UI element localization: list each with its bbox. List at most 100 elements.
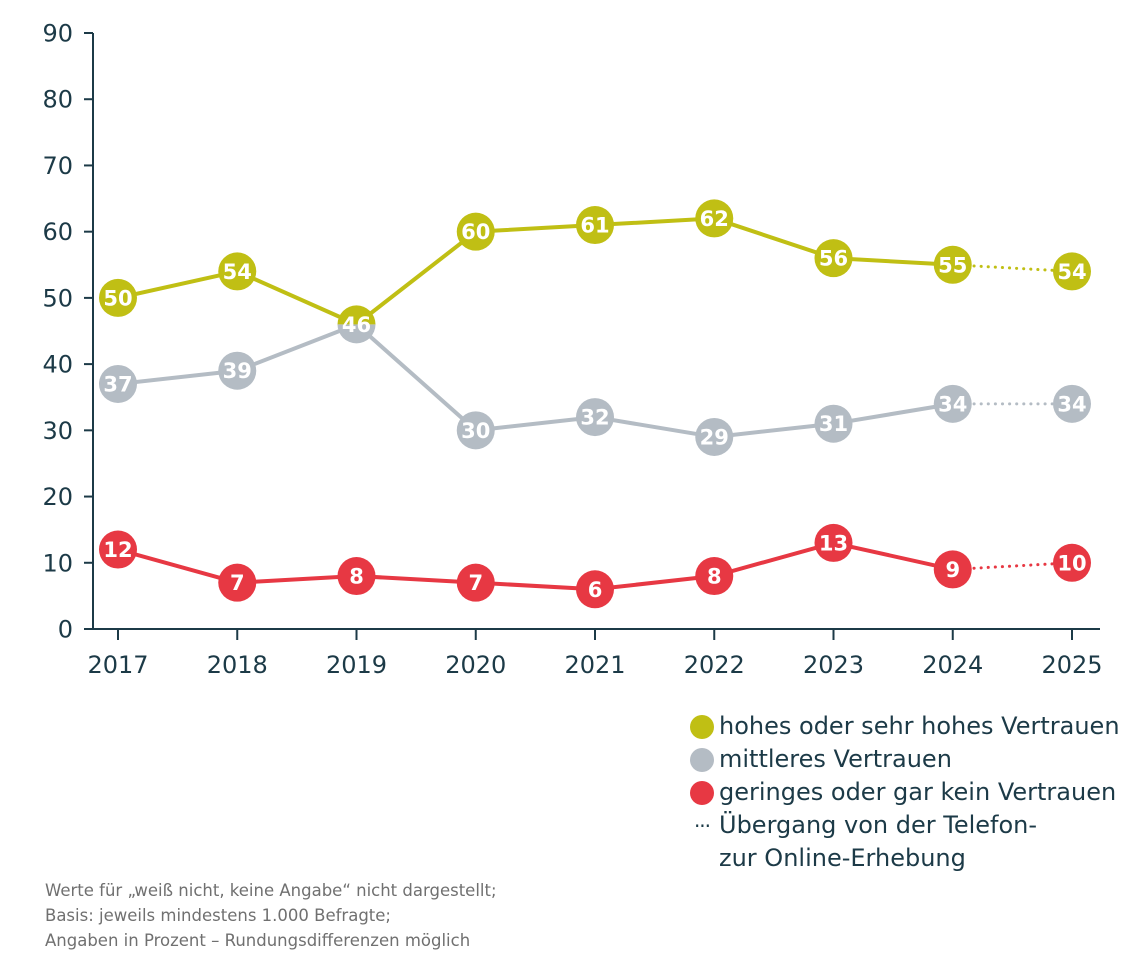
data-label: 12 <box>103 538 132 562</box>
data-label: 30 <box>461 419 490 443</box>
line-segment <box>593 574 717 592</box>
line-segment <box>235 269 359 327</box>
data-point-marker <box>337 324 376 344</box>
line-segment <box>354 229 478 327</box>
x-tick-label: 2021 <box>564 651 625 679</box>
data-label: 34 <box>1057 392 1086 416</box>
data-point-marker <box>695 557 734 596</box>
data-point-marker <box>576 206 614 245</box>
footnote-line-1: Werte für „weiß nicht, keine Angabe“ nic… <box>45 881 497 900</box>
legend-item-medium: mittleres Vertrauen <box>690 743 1120 776</box>
line-segment <box>593 415 717 439</box>
y-tick-label: 0 <box>58 616 73 644</box>
data-label: 7 <box>468 571 483 595</box>
data-label: 39 <box>223 359 252 383</box>
x-tick-label: 2019 <box>326 651 387 679</box>
line-segment <box>116 547 240 585</box>
footnote: Werte für „weiß nicht, keine Angabe“ nic… <box>45 878 497 953</box>
y-tick-label: 60 <box>42 218 73 246</box>
data-point-marker <box>933 384 972 423</box>
y-tick-label: 50 <box>42 284 73 312</box>
y-tick-label: 70 <box>42 152 73 180</box>
line-segment <box>831 256 955 267</box>
data-label: 6 <box>588 578 603 602</box>
data-label: 9 <box>945 558 960 582</box>
dotted-line-icon: ··· <box>693 813 711 838</box>
data-point-marker <box>456 411 495 450</box>
data-point-marker <box>1053 543 1091 582</box>
line-segment <box>473 415 597 433</box>
x-tick-label: 2024 <box>922 651 983 679</box>
legend-label-high: hohes oder sehr hohes Vertrauen <box>719 712 1120 740</box>
legend-label-dotted-line1: Übergang von der Telefon- <box>719 811 1038 839</box>
data-point-marker <box>1053 384 1091 423</box>
data-point-marker <box>218 563 257 602</box>
x-tick-label: 2018 <box>207 651 268 679</box>
data-label: 7 <box>230 571 245 595</box>
line-segment <box>354 574 478 585</box>
line-segment <box>235 574 359 585</box>
line-segment <box>831 540 955 572</box>
data-point-marker <box>99 278 137 317</box>
line-segment <box>473 580 597 592</box>
data-label: 10 <box>1057 551 1086 575</box>
legend-label-low: geringes oder gar kein Vertrauen <box>719 778 1117 806</box>
legend-label-medium: mittleres Vertrauen <box>719 745 952 773</box>
series-lines <box>116 216 1074 592</box>
data-label: 13 <box>819 531 848 555</box>
legend: hohes oder sehr hohes Vertrauen mittlere… <box>690 710 1120 875</box>
data-point-marker <box>218 351 257 390</box>
line-segment <box>593 216 717 228</box>
legend-marker-low-icon <box>690 780 714 805</box>
data-label: 61 <box>580 214 609 238</box>
line-chart: 0 10 20 30 40 50 60 70 80 90 2017 2018 2019 2020 2021 2… <box>42 20 1102 680</box>
data-label: 32 <box>580 406 609 430</box>
data-label: 54 <box>1057 260 1086 284</box>
axes: 0 10 20 30 40 50 60 70 80 90 2017 2018 2019 2020 2021 2… <box>42 20 1102 680</box>
data-point-marker <box>933 245 972 284</box>
data-label: 54 <box>223 260 252 284</box>
x-tick-label: 2017 <box>87 651 148 679</box>
series-points: 50 54 46 60 61 62 56 55 54 37 39 30 32 29 31 34 34 12 7 8 7 6… <box>99 199 1091 609</box>
data-label: 62 <box>700 207 729 231</box>
dotted-segment <box>951 263 1074 273</box>
line-segment <box>831 401 955 426</box>
data-label: 8 <box>707 565 722 589</box>
y-tick-label: 20 <box>42 483 73 511</box>
y-tick-label: 30 <box>42 417 73 445</box>
line-segment <box>712 540 836 579</box>
data-point-marker <box>337 557 376 596</box>
footnote-line-2: Basis: jeweils mindestens 1.000 Befragte… <box>45 906 391 925</box>
data-point-marker <box>218 252 257 291</box>
line-segment <box>354 322 478 433</box>
x-tick-label: 2023 <box>803 651 864 679</box>
data-point-marker <box>695 417 734 456</box>
legend-item-high: hohes oder sehr hohes Vertrauen <box>690 710 1120 743</box>
x-tick-label: 2025 <box>1041 651 1102 679</box>
y-tick-label: 40 <box>42 351 73 379</box>
data-point-marker <box>99 530 137 569</box>
line-segment <box>712 421 836 439</box>
data-label: 50 <box>103 286 132 310</box>
data-label: 37 <box>103 372 132 396</box>
data-point-marker <box>576 398 614 437</box>
data-label: 34 <box>938 392 967 416</box>
data-label: 31 <box>819 412 848 436</box>
legend-item-dotted: ··· Übergang von der Telefon- <box>690 809 1120 842</box>
data-point-marker <box>814 239 853 278</box>
y-tick-label: 10 <box>42 549 73 577</box>
legend-marker-high-icon <box>690 714 714 739</box>
data-point-marker <box>1053 252 1091 291</box>
legend-label-dotted-line2: zur Online-Erhebung <box>719 844 966 872</box>
x-tick-label: 2020 <box>445 651 506 679</box>
line-segment <box>116 368 240 386</box>
data-label: 8 <box>349 565 364 589</box>
data-point-marker <box>814 404 853 443</box>
y-tick-label: 90 <box>42 20 73 48</box>
legend-item-dotted-cont: zur Online-Erhebung <box>690 842 1120 875</box>
dotted-segment <box>951 561 1074 571</box>
data-label: 46 <box>342 313 371 337</box>
line-segment <box>235 322 359 373</box>
data-point-marker <box>456 563 495 602</box>
line-segment <box>473 223 597 234</box>
